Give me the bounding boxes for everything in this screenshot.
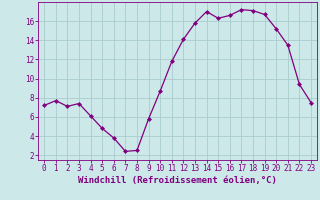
X-axis label: Windchill (Refroidissement éolien,°C): Windchill (Refroidissement éolien,°C) — [78, 176, 277, 185]
